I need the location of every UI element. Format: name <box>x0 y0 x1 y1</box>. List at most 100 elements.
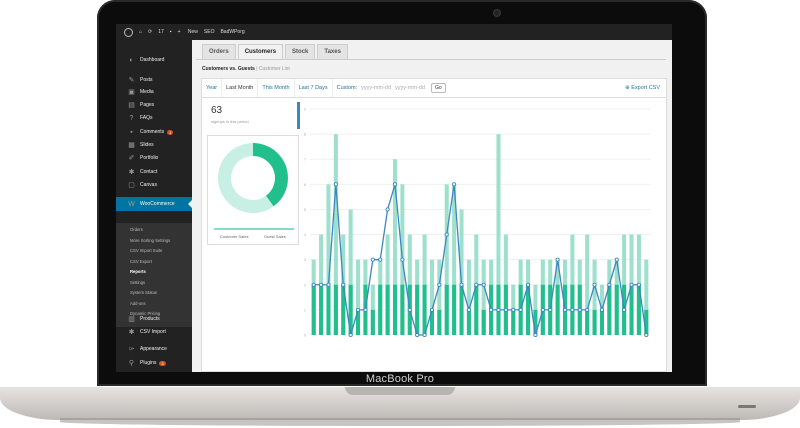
subtitle-other[interactable]: Customer List <box>258 66 290 72</box>
line-point[interactable] <box>444 232 449 237</box>
bar-guest[interactable] <box>459 209 464 335</box>
bar-guest[interactable] <box>592 259 597 335</box>
submenu-add-ons[interactable]: Add-ons <box>130 300 146 306</box>
bar-guest[interactable] <box>466 259 471 335</box>
bar-customer[interactable] <box>607 284 612 335</box>
sidebar-item-comments[interactable]: ▪ Comments 1 <box>116 126 192 138</box>
bar-guest[interactable] <box>429 259 434 335</box>
sidebar-item-woocommerce[interactable]: W WooCommerce <box>116 197 192 211</box>
go-button[interactable]: Go <box>431 83 446 93</box>
bar-guest[interactable] <box>496 134 501 335</box>
range-year[interactable]: Year <box>202 79 223 97</box>
bar-customer[interactable] <box>400 284 405 335</box>
bar-customer[interactable] <box>555 284 560 335</box>
line-point[interactable] <box>585 307 590 312</box>
line-point[interactable] <box>341 282 346 287</box>
bar-customer[interactable] <box>378 284 383 335</box>
bar-customer[interactable] <box>370 309 375 335</box>
bar-customer[interactable] <box>614 284 619 335</box>
line-point[interactable] <box>629 282 634 287</box>
bar-guest[interactable] <box>452 184 457 335</box>
line-point[interactable] <box>363 307 368 312</box>
sidebar-item-posts[interactable]: ✎ Posts <box>116 74 192 86</box>
line-point[interactable] <box>577 307 582 312</box>
line-point[interactable] <box>348 332 353 338</box>
bar-guest[interactable] <box>481 259 486 335</box>
bar-guest[interactable] <box>356 259 361 335</box>
range-last-7-days[interactable]: Last 7 Days <box>295 79 333 97</box>
bar-customer[interactable] <box>466 309 471 335</box>
line-point[interactable] <box>422 332 427 338</box>
line-point[interactable] <box>511 307 516 312</box>
bar-customer[interactable] <box>533 309 538 335</box>
site-name[interactable]: BadWPorg <box>220 29 245 35</box>
comment-icon[interactable]: ▪ <box>169 29 172 35</box>
line-point[interactable] <box>636 282 641 287</box>
subtitle-active[interactable]: Customers vs. Guests <box>202 66 255 72</box>
custom-from-input[interactable]: yyyy-mm-dd <box>361 85 392 91</box>
submenu-csv-export[interactable]: CSV Export <box>130 258 152 264</box>
sidebar-item-contact[interactable]: ✱ Contact <box>116 166 192 178</box>
line-point[interactable] <box>437 282 442 287</box>
line-point[interactable] <box>326 282 331 287</box>
line-point[interactable] <box>319 282 324 287</box>
bar-customer[interactable] <box>444 284 449 335</box>
bar-customer[interactable] <box>636 284 641 335</box>
updates-count[interactable]: 17 <box>158 29 164 35</box>
line-point[interactable] <box>452 182 457 187</box>
submenu-orders[interactable]: Orders <box>130 227 143 232</box>
line-point[interactable] <box>481 282 486 287</box>
submenu-csv-import-suite[interactable]: CSV Import Suite <box>130 248 163 253</box>
line-point[interactable] <box>622 307 627 312</box>
bar-customer[interactable] <box>599 309 604 335</box>
wordpress-icon[interactable] <box>124 27 133 37</box>
sidebar-item-plugins[interactable]: ⚲ Plugins 3 <box>116 357 192 369</box>
sidebar-item-products[interactable]: ▥ Products <box>116 313 192 325</box>
line-point[interactable] <box>533 332 538 338</box>
tab-orders[interactable]: Orders <box>202 44 236 60</box>
new-button[interactable]: + New <box>177 29 198 35</box>
line-point[interactable] <box>459 282 464 287</box>
bar-customer[interactable] <box>348 284 353 335</box>
bar-customer[interactable] <box>459 284 464 335</box>
bar-guest[interactable] <box>333 134 338 335</box>
sidebar-item-pages[interactable]: ▤ Pages <box>116 99 192 111</box>
line-point[interactable] <box>355 307 361 312</box>
line-point[interactable] <box>614 257 619 262</box>
sidebar-item-slides[interactable]: ▦ Slides <box>116 139 192 151</box>
line-point[interactable] <box>385 207 390 212</box>
bar-customer[interactable] <box>526 284 531 335</box>
line-point[interactable] <box>592 282 597 287</box>
line-point[interactable] <box>415 332 420 338</box>
sidebar-item-appearance[interactable]: ✑ Appearance <box>116 343 192 355</box>
bar-customer[interactable] <box>392 284 398 335</box>
bar-customer[interactable] <box>481 309 486 335</box>
bar-guest[interactable] <box>585 234 590 335</box>
submenu-reports[interactable]: Reports <box>130 269 146 274</box>
custom-to-input[interactable]: yyyy-mm-dd <box>395 85 425 91</box>
line-point[interactable] <box>311 282 316 287</box>
sidebar-item-csv-import[interactable]: ✱ CSV Import <box>116 326 192 338</box>
bar-customer[interactable] <box>644 309 649 335</box>
sidebar-item-faqs[interactable]: ? FAQs <box>116 112 192 124</box>
line-point[interactable] <box>599 307 605 312</box>
line-point[interactable] <box>518 307 523 312</box>
bar-customer[interactable] <box>319 284 324 335</box>
bar-customer[interactable] <box>437 309 442 335</box>
bar-customer[interactable] <box>511 309 516 335</box>
line-point[interactable] <box>392 182 398 187</box>
seo-button[interactable]: SEO <box>203 29 215 35</box>
bar-customer[interactable] <box>422 284 427 335</box>
line-point[interactable] <box>466 307 471 312</box>
line-point[interactable] <box>607 282 612 287</box>
bar-customer[interactable] <box>311 284 316 335</box>
bar-customer[interactable] <box>474 284 479 335</box>
submenu-system-status[interactable]: System Status <box>130 290 157 295</box>
range-this-month[interactable]: This Month <box>258 79 295 97</box>
submenu-dynamic-pricing[interactable]: Dynamic Pricing <box>130 311 161 316</box>
home-icon[interactable]: ⌂ <box>139 29 143 35</box>
bar-guest[interactable] <box>326 184 331 335</box>
bar-customer[interactable] <box>341 284 346 335</box>
line-point[interactable] <box>570 307 575 312</box>
bar-customer[interactable] <box>452 284 457 335</box>
